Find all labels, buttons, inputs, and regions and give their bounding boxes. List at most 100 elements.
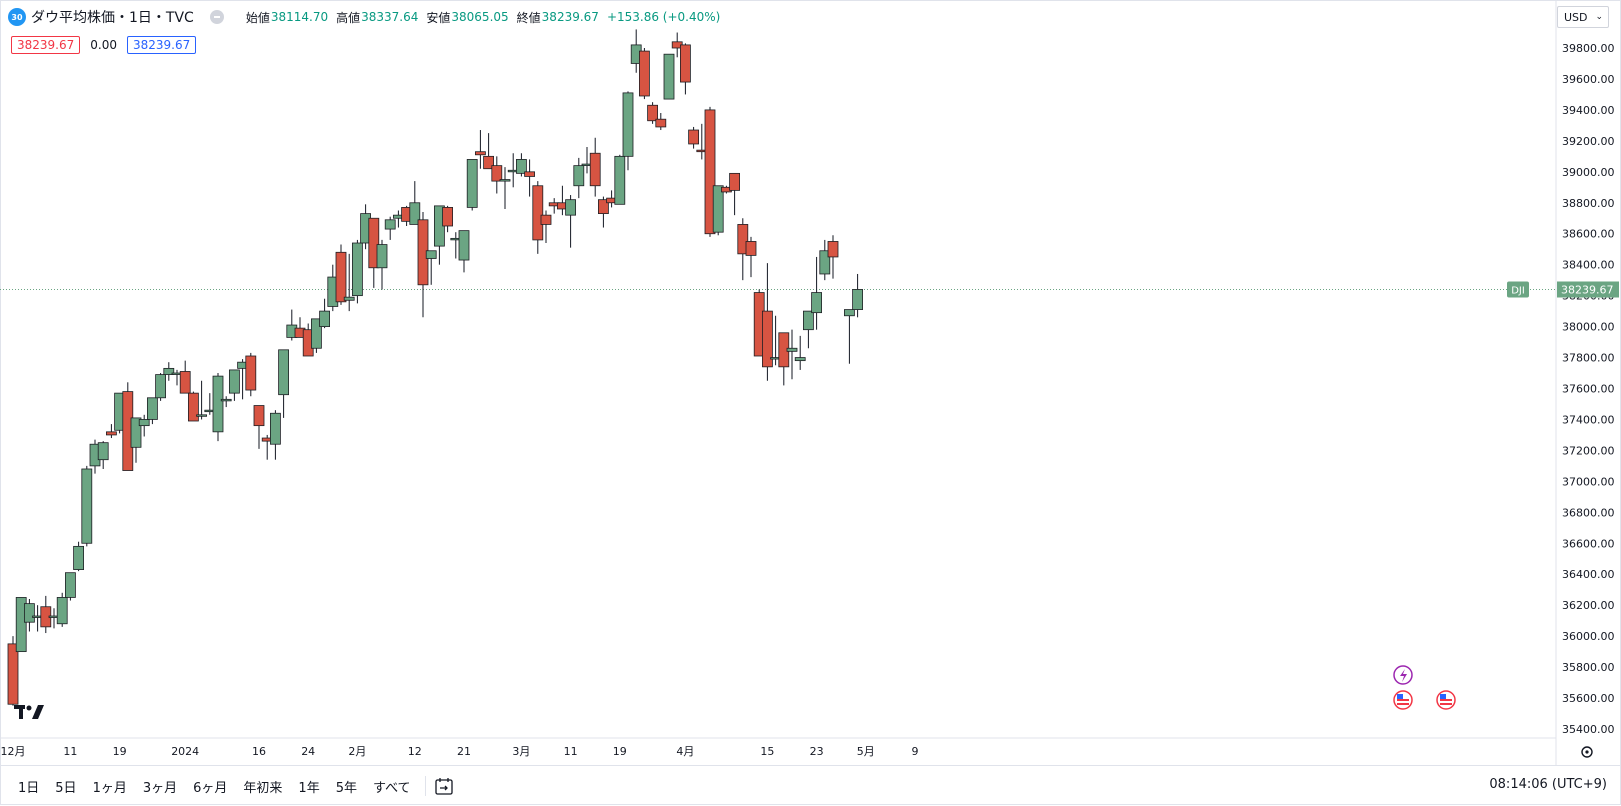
candle-up[interactable] xyxy=(663,53,675,100)
range-button-ytd[interactable]: 年初来 xyxy=(243,780,283,796)
candle-up[interactable] xyxy=(65,572,76,598)
collapse-icon[interactable] xyxy=(209,10,224,24)
candle-up[interactable] xyxy=(384,219,396,230)
range-button-1m[interactable]: 1ヶ月 xyxy=(92,780,127,796)
candle-up[interactable] xyxy=(138,419,150,427)
clock-timezone[interactable]: 08:14:06 (UTC+9) xyxy=(1489,777,1607,792)
calendar-goto-icon[interactable] xyxy=(434,776,454,796)
candle-up[interactable] xyxy=(622,92,634,157)
candle-down[interactable] xyxy=(524,171,535,177)
y-tick-label: 39600.00 xyxy=(1562,73,1615,86)
candle-up[interactable] xyxy=(319,310,331,327)
candle-up[interactable] xyxy=(196,414,208,417)
buy-price-button[interactable]: 38239.67 xyxy=(126,36,197,54)
candle-down[interactable] xyxy=(335,251,347,303)
candle-up[interactable] xyxy=(228,369,240,394)
candle-down[interactable] xyxy=(655,118,667,128)
candle-up[interactable] xyxy=(614,155,626,205)
candle-up[interactable] xyxy=(844,309,855,317)
y-tick-label: 38000.00 xyxy=(1562,321,1615,334)
candle-down[interactable] xyxy=(598,199,609,215)
candle-down[interactable] xyxy=(737,224,749,255)
candle-down[interactable] xyxy=(245,355,257,391)
candle-down[interactable] xyxy=(704,109,716,235)
quote-boxes: 38239.67 0.00 38239.67 xyxy=(11,36,197,54)
candle-up[interactable] xyxy=(212,375,224,433)
candle-up[interactable] xyxy=(97,442,109,461)
candle-down[interactable] xyxy=(745,241,757,256)
candle-down[interactable] xyxy=(368,217,380,269)
lightning-icon xyxy=(1400,669,1407,682)
candle-down[interactable] xyxy=(253,405,265,427)
candle-up[interactable] xyxy=(23,603,35,623)
candle-up[interactable] xyxy=(409,202,421,225)
candle-up[interactable] xyxy=(146,397,158,420)
candle-up[interactable] xyxy=(310,318,322,349)
x-tick-label: 11 xyxy=(63,745,77,758)
candle-up[interactable] xyxy=(73,545,84,570)
candle-up[interactable] xyxy=(811,292,822,314)
candle-up[interactable] xyxy=(155,374,167,399)
candle-up[interactable] xyxy=(819,250,831,275)
range-button-6m[interactable]: 6ヶ月 xyxy=(193,780,228,796)
candle-up[interactable] xyxy=(712,185,724,233)
x-tick-label: 11 xyxy=(564,745,578,758)
candle-down[interactable] xyxy=(647,104,658,122)
candle-up[interactable] xyxy=(794,357,806,362)
range-button-3m[interactable]: 3ヶ月 xyxy=(142,780,178,796)
range-button-5y[interactable]: 5年 xyxy=(335,780,357,796)
candle-up[interactable] xyxy=(803,310,814,331)
candle-up[interactable] xyxy=(269,412,281,445)
candle-up[interactable] xyxy=(786,347,798,352)
candle-up[interactable] xyxy=(343,296,355,301)
candle-up[interactable] xyxy=(351,242,363,297)
candle-down[interactable] xyxy=(106,431,117,436)
candle-down[interactable] xyxy=(442,207,454,227)
candle-up[interactable] xyxy=(425,250,437,259)
flag-stripe xyxy=(1440,699,1452,701)
currency-select[interactable]: USD ⌄ xyxy=(1557,6,1609,28)
candle-down[interactable] xyxy=(639,50,650,97)
candle-down[interactable] xyxy=(827,241,839,258)
tradingview-logo[interactable] xyxy=(14,704,44,723)
candle-down[interactable] xyxy=(729,172,740,191)
candle-down[interactable] xyxy=(7,643,19,705)
candle-down[interactable] xyxy=(680,44,691,83)
candle-down[interactable] xyxy=(762,310,773,368)
candle-up[interactable] xyxy=(458,230,470,261)
candle-up[interactable] xyxy=(81,468,93,544)
candle-up[interactable] xyxy=(220,398,232,402)
range-button-all[interactable]: すべて xyxy=(372,780,411,796)
sell-price-button[interactable]: 38239.67 xyxy=(11,36,81,54)
x-tick-label: 15 xyxy=(760,745,774,758)
candle-up[interactable] xyxy=(466,159,478,208)
candle-up[interactable] xyxy=(56,597,68,625)
toolbar-divider xyxy=(424,776,426,796)
range-button-1y[interactable]: 1年 xyxy=(298,780,320,796)
candle-down[interactable] xyxy=(179,371,191,394)
candle-up[interactable] xyxy=(130,417,142,448)
candle-up[interactable] xyxy=(499,179,511,182)
candle-down[interactable] xyxy=(688,129,699,145)
candle-up[interactable] xyxy=(573,165,585,187)
candle-up[interactable] xyxy=(852,289,863,310)
candle-up[interactable] xyxy=(278,349,290,396)
candlestick-chart[interactable]: 35400.00 35600.00 35800.00 36000.00 36200.00… xyxy=(0,0,1621,765)
candle-down[interactable] xyxy=(187,392,199,422)
range-button-1d[interactable]: 1日 xyxy=(18,780,40,796)
candle-down[interactable] xyxy=(483,155,495,170)
candle-down[interactable] xyxy=(474,151,486,156)
gear-icon[interactable] xyxy=(1581,746,1593,758)
candle-down[interactable] xyxy=(491,165,503,182)
candle-down[interactable] xyxy=(540,214,552,225)
range-button-5d[interactable]: 5日 xyxy=(55,780,77,796)
candle-down[interactable] xyxy=(532,185,544,241)
candle-up[interactable] xyxy=(163,367,175,375)
y-tick-label: 37000.00 xyxy=(1562,475,1615,488)
candle-up[interactable] xyxy=(565,199,576,216)
candle-up[interactable] xyxy=(15,597,27,653)
symbol-title[interactable]: ダウ平均株価・1日・TVC xyxy=(31,10,194,26)
candle-up[interactable] xyxy=(516,159,527,174)
candle-up[interactable] xyxy=(376,244,388,269)
candle-down[interactable] xyxy=(589,152,601,187)
